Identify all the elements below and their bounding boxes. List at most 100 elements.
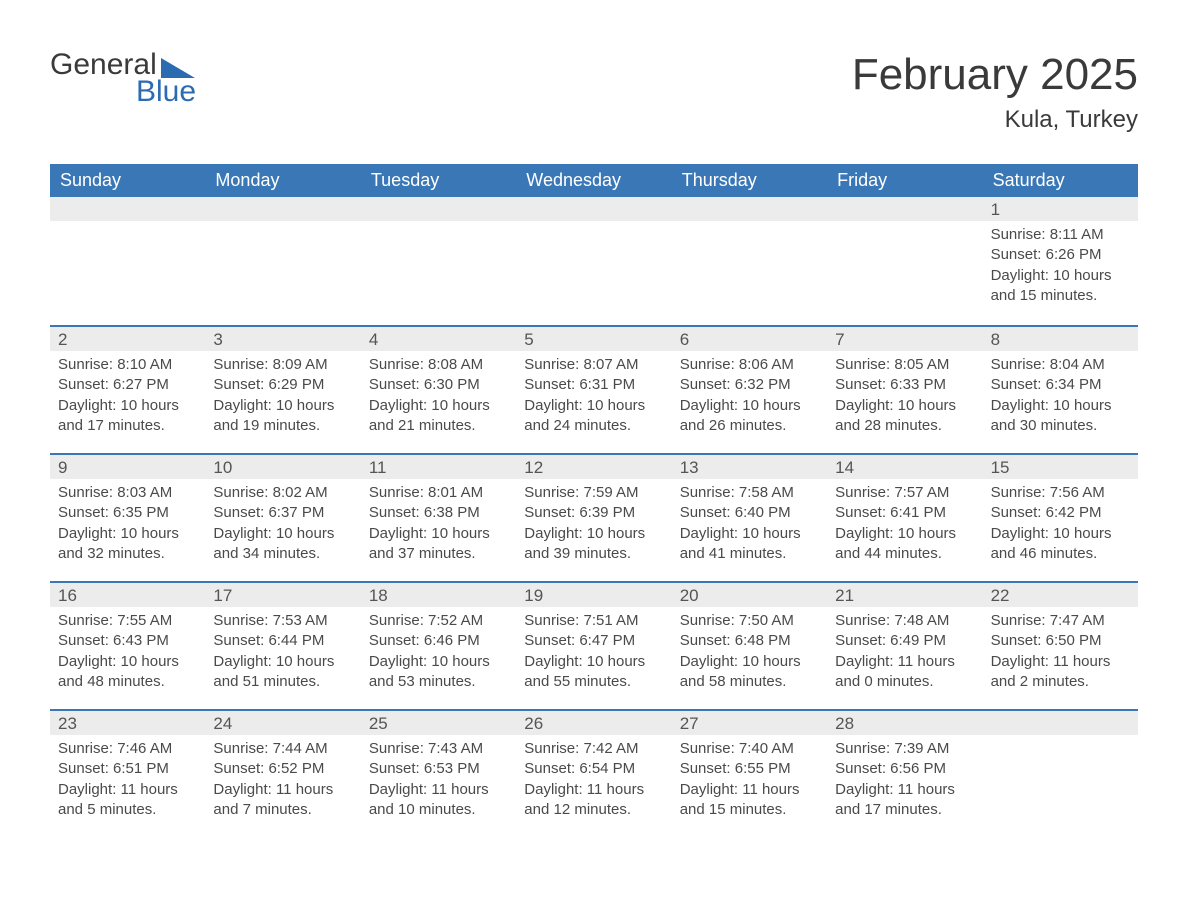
sunrise-text: Sunrise: 7:51 AM: [524, 611, 663, 631]
day-number: 9: [50, 455, 205, 479]
day-body: Sunrise: 8:05 AMSunset: 6:33 PMDaylight:…: [827, 351, 982, 436]
daylight-text: and 34 minutes.: [213, 544, 352, 564]
daylight-text: and 10 minutes.: [369, 800, 508, 820]
weekday-header: Tuesday: [361, 164, 516, 197]
daylight-text: Daylight: 10 hours: [369, 652, 508, 672]
daylight-text: Daylight: 10 hours: [524, 396, 663, 416]
day-cell: 15Sunrise: 7:56 AMSunset: 6:42 PMDayligh…: [983, 455, 1138, 581]
day-cell: [827, 197, 982, 325]
header: General Blue February 2025 Kula, Turkey: [50, 50, 1138, 134]
day-body: Sunrise: 7:44 AMSunset: 6:52 PMDaylight:…: [205, 735, 360, 820]
sunset-text: Sunset: 6:35 PM: [58, 503, 197, 523]
day-number: 8: [983, 327, 1138, 351]
day-number: 2: [50, 327, 205, 351]
day-body: Sunrise: 7:55 AMSunset: 6:43 PMDaylight:…: [50, 607, 205, 692]
day-number: [361, 197, 516, 221]
sunset-text: Sunset: 6:52 PM: [213, 759, 352, 779]
day-number: 11: [361, 455, 516, 479]
day-body: Sunrise: 8:06 AMSunset: 6:32 PMDaylight:…: [672, 351, 827, 436]
day-number: 24: [205, 711, 360, 735]
day-cell: 12Sunrise: 7:59 AMSunset: 6:39 PMDayligh…: [516, 455, 671, 581]
daylight-text: Daylight: 11 hours: [680, 780, 819, 800]
week-row: 16Sunrise: 7:55 AMSunset: 6:43 PMDayligh…: [50, 581, 1138, 709]
sunset-text: Sunset: 6:29 PM: [213, 375, 352, 395]
daylight-text: Daylight: 10 hours: [991, 524, 1130, 544]
sunset-text: Sunset: 6:30 PM: [369, 375, 508, 395]
day-cell: 14Sunrise: 7:57 AMSunset: 6:41 PMDayligh…: [827, 455, 982, 581]
weeks-container: 1Sunrise: 8:11 AMSunset: 6:26 PMDaylight…: [50, 197, 1138, 837]
week-row: 23Sunrise: 7:46 AMSunset: 6:51 PMDayligh…: [50, 709, 1138, 837]
day-number: 17: [205, 583, 360, 607]
week-row: 9Sunrise: 8:03 AMSunset: 6:35 PMDaylight…: [50, 453, 1138, 581]
daylight-text: Daylight: 10 hours: [991, 396, 1130, 416]
day-body: Sunrise: 8:07 AMSunset: 6:31 PMDaylight:…: [516, 351, 671, 436]
sunset-text: Sunset: 6:43 PM: [58, 631, 197, 651]
daylight-text: and 28 minutes.: [835, 416, 974, 436]
day-body: Sunrise: 7:50 AMSunset: 6:48 PMDaylight:…: [672, 607, 827, 692]
day-body: Sunrise: 7:51 AMSunset: 6:47 PMDaylight:…: [516, 607, 671, 692]
day-body: Sunrise: 8:04 AMSunset: 6:34 PMDaylight:…: [983, 351, 1138, 436]
day-cell: 24Sunrise: 7:44 AMSunset: 6:52 PMDayligh…: [205, 711, 360, 837]
weekday-header: Monday: [205, 164, 360, 197]
day-cell: 7Sunrise: 8:05 AMSunset: 6:33 PMDaylight…: [827, 327, 982, 453]
daylight-text: and 15 minutes.: [991, 286, 1130, 306]
calendar: Sunday Monday Tuesday Wednesday Thursday…: [50, 164, 1138, 837]
daylight-text: and 24 minutes.: [524, 416, 663, 436]
weekday-header: Saturday: [983, 164, 1138, 197]
day-body: Sunrise: 8:09 AMSunset: 6:29 PMDaylight:…: [205, 351, 360, 436]
day-cell: [361, 197, 516, 325]
sunrise-text: Sunrise: 7:43 AM: [369, 739, 508, 759]
day-cell: 9Sunrise: 8:03 AMSunset: 6:35 PMDaylight…: [50, 455, 205, 581]
daylight-text: Daylight: 10 hours: [835, 524, 974, 544]
day-cell: 28Sunrise: 7:39 AMSunset: 6:56 PMDayligh…: [827, 711, 982, 837]
day-body: Sunrise: 7:40 AMSunset: 6:55 PMDaylight:…: [672, 735, 827, 820]
day-number: 23: [50, 711, 205, 735]
weekday-header: Sunday: [50, 164, 205, 197]
sunset-text: Sunset: 6:48 PM: [680, 631, 819, 651]
sunset-text: Sunset: 6:37 PM: [213, 503, 352, 523]
daylight-text: and 5 minutes.: [58, 800, 197, 820]
sunrise-text: Sunrise: 7:46 AM: [58, 739, 197, 759]
daylight-text: Daylight: 11 hours: [835, 780, 974, 800]
day-number: 16: [50, 583, 205, 607]
daylight-text: and 0 minutes.: [835, 672, 974, 692]
day-body: Sunrise: 7:52 AMSunset: 6:46 PMDaylight:…: [361, 607, 516, 692]
daylight-text: and 44 minutes.: [835, 544, 974, 564]
day-cell: 4Sunrise: 8:08 AMSunset: 6:30 PMDaylight…: [361, 327, 516, 453]
sunrise-text: Sunrise: 7:53 AM: [213, 611, 352, 631]
daylight-text: and 39 minutes.: [524, 544, 663, 564]
day-number: 7: [827, 327, 982, 351]
daylight-text: Daylight: 10 hours: [680, 396, 819, 416]
sunrise-text: Sunrise: 8:08 AM: [369, 355, 508, 375]
sunset-text: Sunset: 6:39 PM: [524, 503, 663, 523]
day-cell: 19Sunrise: 7:51 AMSunset: 6:47 PMDayligh…: [516, 583, 671, 709]
sunset-text: Sunset: 6:27 PM: [58, 375, 197, 395]
sunrise-text: Sunrise: 7:57 AM: [835, 483, 974, 503]
sunrise-text: Sunrise: 7:58 AM: [680, 483, 819, 503]
sunset-text: Sunset: 6:46 PM: [369, 631, 508, 651]
day-cell: 18Sunrise: 7:52 AMSunset: 6:46 PMDayligh…: [361, 583, 516, 709]
day-cell: 21Sunrise: 7:48 AMSunset: 6:49 PMDayligh…: [827, 583, 982, 709]
sunrise-text: Sunrise: 8:04 AM: [991, 355, 1130, 375]
day-cell: 26Sunrise: 7:42 AMSunset: 6:54 PMDayligh…: [516, 711, 671, 837]
daylight-text: Daylight: 11 hours: [58, 780, 197, 800]
day-body: Sunrise: 7:47 AMSunset: 6:50 PMDaylight:…: [983, 607, 1138, 692]
day-number: 1: [983, 197, 1138, 221]
day-body: Sunrise: 8:11 AMSunset: 6:26 PMDaylight:…: [983, 221, 1138, 306]
daylight-text: and 19 minutes.: [213, 416, 352, 436]
day-body: Sunrise: 7:56 AMSunset: 6:42 PMDaylight:…: [983, 479, 1138, 564]
daylight-text: and 17 minutes.: [58, 416, 197, 436]
daylight-text: and 55 minutes.: [524, 672, 663, 692]
location: Kula, Turkey: [852, 106, 1138, 134]
sunset-text: Sunset: 6:44 PM: [213, 631, 352, 651]
daylight-text: Daylight: 10 hours: [58, 396, 197, 416]
day-cell: [205, 197, 360, 325]
day-cell: [516, 197, 671, 325]
day-cell: 16Sunrise: 7:55 AMSunset: 6:43 PMDayligh…: [50, 583, 205, 709]
sunrise-text: Sunrise: 7:59 AM: [524, 483, 663, 503]
sunrise-text: Sunrise: 8:06 AM: [680, 355, 819, 375]
day-number: 21: [827, 583, 982, 607]
day-number: 3: [205, 327, 360, 351]
weekday-header: Friday: [827, 164, 982, 197]
day-cell: 13Sunrise: 7:58 AMSunset: 6:40 PMDayligh…: [672, 455, 827, 581]
